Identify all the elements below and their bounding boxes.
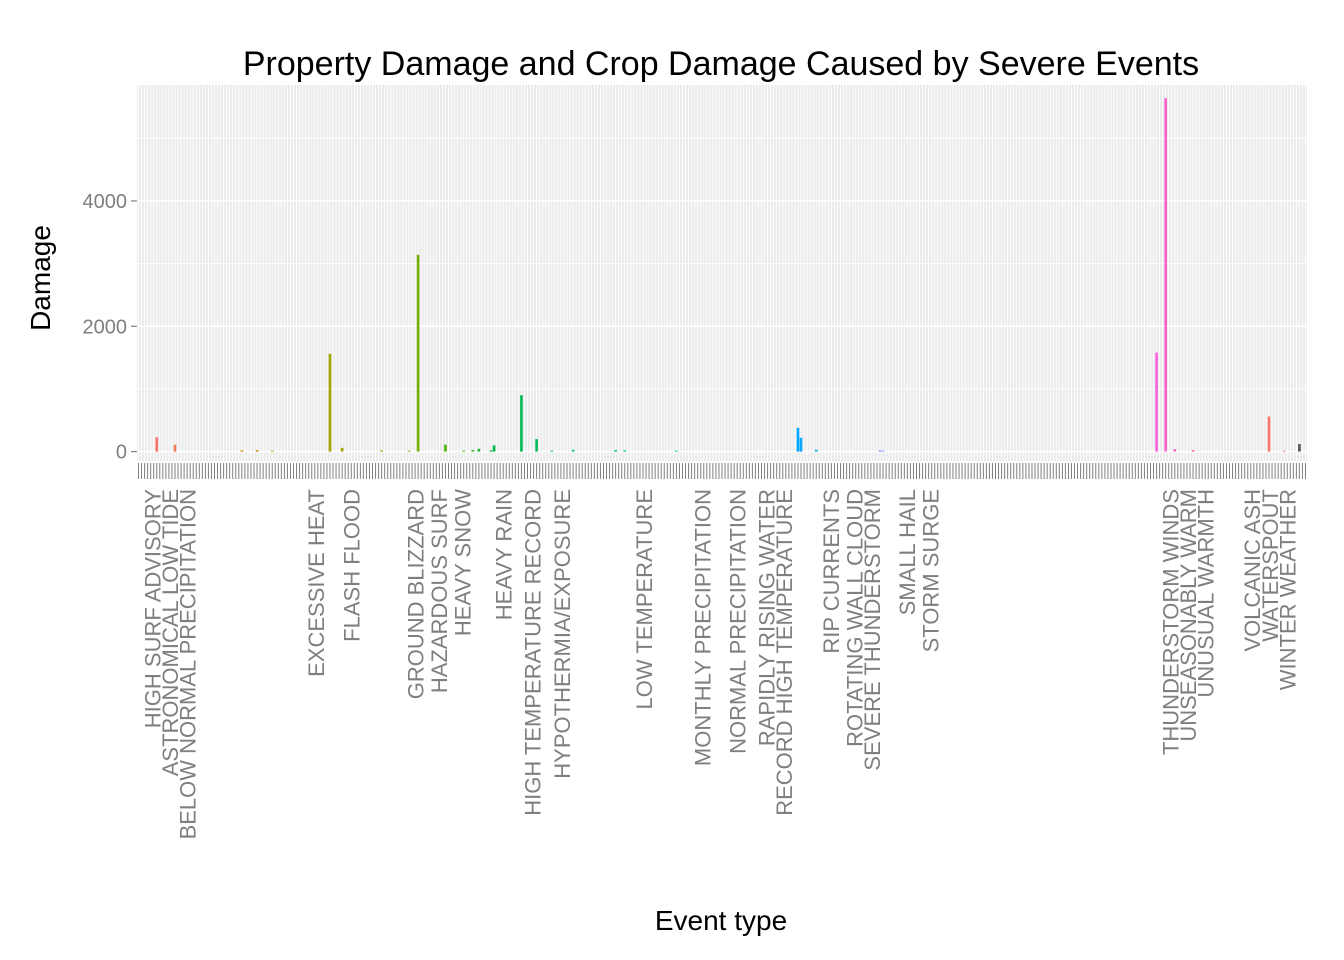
chart-title: Property Damage and Crop Damage Caused b…	[243, 45, 1199, 83]
y-axis: 0 2000 4000	[83, 191, 137, 464]
bar	[155, 437, 159, 452]
bar	[492, 445, 496, 452]
x-tick-label: ROTATING WALL CLOUD	[842, 489, 867, 747]
x-tick-label: GROUND BLIZZARD	[404, 489, 429, 699]
x-tick-label: STORM SURGE	[918, 489, 943, 652]
bar	[328, 353, 332, 452]
x-tick-label: HAZARDOUS SURF	[427, 489, 452, 693]
x-axis-ticks	[138, 463, 1306, 479]
x-tick-label: RECORD HIGH TEMPERATURE	[772, 489, 797, 816]
x-tick-label: HEAVY RAIN	[491, 489, 516, 620]
bar	[814, 449, 818, 452]
bar	[675, 450, 678, 452]
x-tick-label: THUNDERSTORM WINDS	[1158, 489, 1183, 755]
bar	[471, 450, 475, 452]
bar	[407, 450, 411, 452]
bar	[1164, 98, 1167, 452]
bar	[623, 450, 627, 452]
x-tick-label: RIP CURRENTS	[819, 489, 844, 654]
y-tick-label: 0	[116, 442, 127, 464]
bar	[489, 450, 493, 452]
bar	[878, 450, 882, 452]
x-tick-label: VOLCANIC ASH	[1240, 489, 1265, 652]
x-tick-label: ASTRONOMICAL LOW TIDE	[158, 489, 183, 776]
x-tick-label: MONTHLY PRECIPITATION	[690, 489, 715, 766]
bar	[614, 450, 617, 452]
y-tick-label: 2000	[83, 316, 128, 338]
y-axis-title: Damage	[25, 225, 56, 331]
bar	[1298, 444, 1301, 452]
bar	[477, 448, 481, 452]
bar	[462, 450, 465, 452]
x-tick-label: SMALL HAIL	[895, 489, 920, 615]
x-tick-label: HEAVY SNOW	[450, 489, 475, 636]
bar	[881, 450, 885, 452]
bar	[535, 439, 538, 452]
x-tick-label: UNSEASONABLY WARM	[1176, 489, 1201, 742]
bars	[155, 98, 1301, 452]
x-tick-label: WATERSPOUT	[1258, 489, 1283, 642]
bar	[416, 254, 420, 452]
x-tick-label: SEVERE THUNDERSTORM	[860, 489, 885, 771]
bar	[380, 450, 383, 452]
x-tick-label: EXCESSIVE HEAT	[304, 489, 329, 677]
y-tick-label: 4000	[83, 191, 128, 213]
bar	[1282, 450, 1286, 452]
x-tick-label: HIGH TEMPERATURE RECORD	[521, 489, 546, 816]
x-tick-label: HIGH SURF ADVISORY	[140, 489, 165, 729]
bar	[1267, 416, 1271, 452]
x-tick-label: LOW TEMPERATURE	[632, 489, 657, 709]
grid	[137, 85, 1307, 461]
bar	[799, 437, 803, 452]
x-axis-title: Event type	[655, 905, 787, 936]
bar	[270, 450, 274, 452]
bar	[173, 444, 177, 452]
bar	[520, 395, 523, 452]
x-tick-label: FLASH FLOOD	[339, 489, 364, 642]
bar	[1155, 352, 1158, 452]
x-tick-label: BELOW NORMAL PRECIPITATION	[176, 489, 201, 839]
bar	[1191, 450, 1195, 452]
x-tick-label: RAPIDLY RISING WATER	[755, 489, 780, 746]
x-tick-label: UNUSUAL WARMTH	[1193, 489, 1218, 698]
bar	[550, 450, 554, 452]
bar	[571, 449, 575, 452]
bar	[444, 444, 447, 452]
x-tick-label: HYPOTHERMIA/EXPOSURE	[550, 489, 575, 779]
bar	[796, 427, 800, 452]
x-tick-label: WINTER WEATHER	[1275, 489, 1300, 690]
bar	[240, 450, 244, 452]
bar	[1173, 449, 1177, 452]
x-tick-label: NORMAL PRECIPITATION	[725, 489, 750, 754]
bar	[340, 447, 344, 452]
bar	[255, 450, 259, 452]
